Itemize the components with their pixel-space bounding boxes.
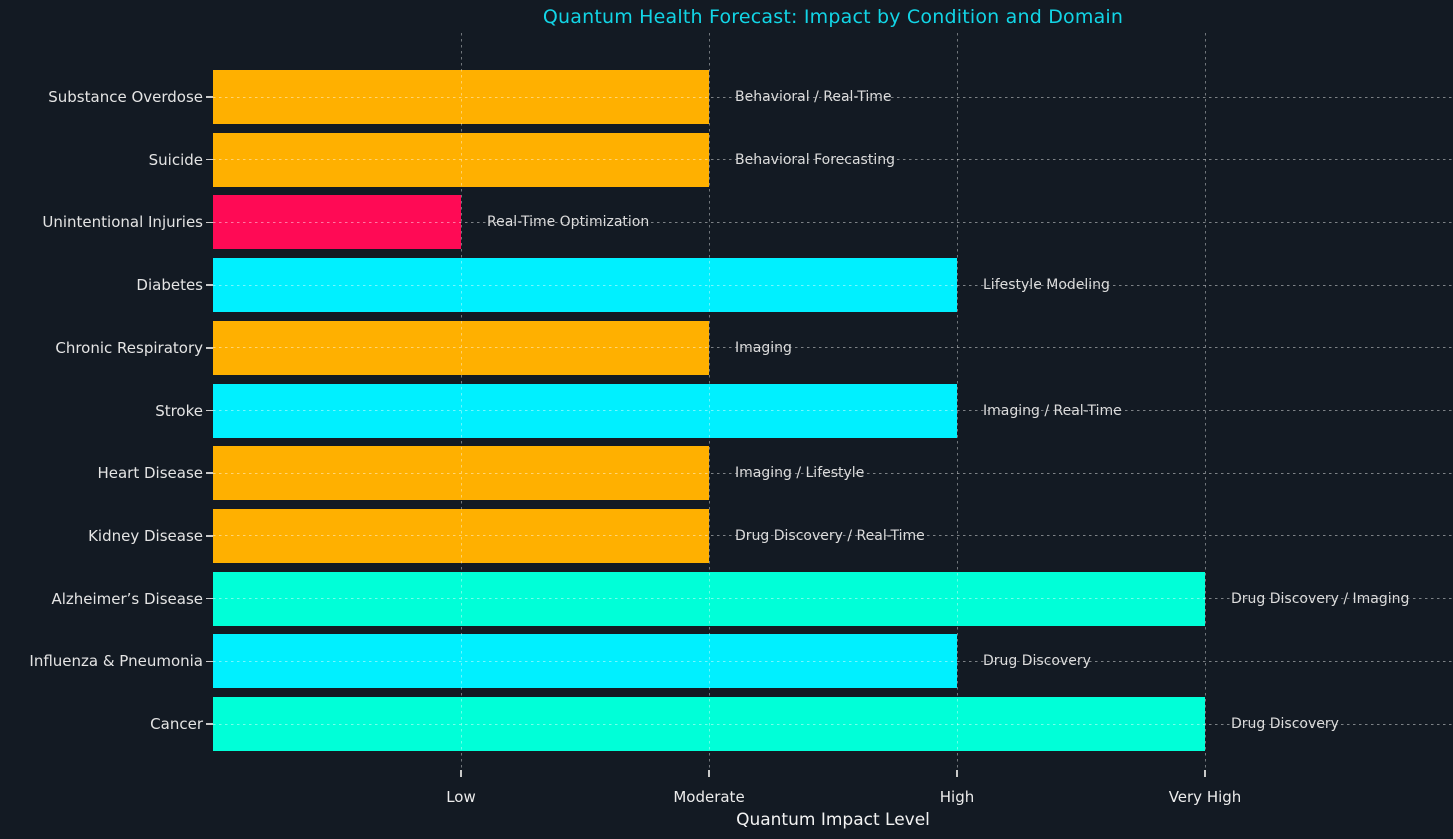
horizontal-gridline <box>213 598 1453 600</box>
y-tick-mark <box>206 96 213 98</box>
y-tick-mark <box>206 409 213 412</box>
y-tick-mark <box>206 284 213 286</box>
x-tick-label: High <box>939 788 975 806</box>
y-tick-mark <box>206 723 213 725</box>
category-label: Cancer <box>150 715 203 733</box>
bar-chronic-respiratory <box>213 320 709 375</box>
bar-diabetes <box>213 258 957 313</box>
category-label: Unintentional Injuries <box>42 213 203 232</box>
domain-annotation: Drug Discovery <box>1231 716 1339 732</box>
domain-annotation: Drug Discovery / Real-Time <box>735 527 925 544</box>
domain-annotation: Drug Discovery <box>983 653 1091 670</box>
bar-substance-overdose <box>213 70 709 124</box>
y-tick-mark <box>206 472 213 474</box>
domain-annotation: Drug Discovery / Imaging <box>1231 590 1410 607</box>
bar-kidney-disease <box>213 508 709 563</box>
category-label: Stroke <box>155 401 203 420</box>
horizontal-gridline <box>213 221 1453 223</box>
y-tick-mark <box>206 535 213 537</box>
domain-annotation: Imaging <box>735 339 792 356</box>
domain-annotation: Imaging / Real-Time <box>983 402 1122 419</box>
vertical-gridline <box>1204 33 1206 770</box>
horizontal-gridline <box>213 159 1453 161</box>
vertical-gridline <box>708 33 710 770</box>
x-tick-mark <box>956 770 958 777</box>
category-label: Kidney Disease <box>88 526 203 545</box>
vertical-gridline <box>956 33 958 770</box>
chart-title: Quantum Health Forecast: Impact by Condi… <box>542 6 1124 28</box>
y-tick-mark <box>206 660 213 663</box>
vertical-gridline <box>460 33 462 770</box>
category-label: Substance Overdose <box>48 88 203 106</box>
x-tick-mark <box>708 770 710 777</box>
x-tick-label: Low <box>446 788 476 806</box>
bar-heart-disease <box>213 446 709 501</box>
domain-annotation: Imaging / Lifestyle <box>735 465 865 482</box>
x-axis-label: Quantum Impact Level <box>736 810 930 830</box>
category-label: Heart Disease <box>97 464 203 483</box>
domain-annotation: Behavioral Forecasting <box>735 151 895 168</box>
y-tick-mark <box>206 221 213 224</box>
x-tick-label: Very High <box>1168 788 1242 806</box>
horizontal-gridline <box>213 535 1453 537</box>
horizontal-gridline <box>213 347 1453 349</box>
horizontal-gridline <box>213 96 1453 98</box>
y-tick-mark <box>206 158 213 161</box>
horizontal-gridline <box>213 723 1453 725</box>
x-tick-label: Moderate <box>673 788 745 806</box>
category-label: Chronic Respiratory <box>55 338 203 357</box>
horizontal-gridline <box>213 472 1453 474</box>
horizontal-gridline <box>213 284 1453 286</box>
bar-cancer <box>213 697 1205 751</box>
horizontal-gridline <box>213 410 1453 411</box>
bar-unintentional-injuries <box>213 195 461 250</box>
domain-annotation: Behavioral / Real-Time <box>735 89 892 105</box>
category-label: Influenza & Pneumonia <box>29 652 203 671</box>
bar-suicide <box>213 132 709 187</box>
bar-alzheimer-s-disease <box>213 571 1205 626</box>
x-tick-mark <box>1204 770 1206 777</box>
horizontal-gridline <box>213 660 1453 662</box>
category-label: Suicide <box>148 150 203 169</box>
bar-stroke <box>213 383 957 438</box>
x-tick-mark <box>460 770 462 777</box>
category-label: Alzheimer’s Disease <box>51 589 203 608</box>
category-label: Diabetes <box>136 276 203 295</box>
y-tick-mark <box>206 347 213 349</box>
bar-influenza-pneumonia <box>213 634 957 689</box>
domain-annotation: Real-Time Optimization <box>487 214 650 231</box>
y-tick-mark <box>206 597 213 600</box>
domain-annotation: Lifestyle Modeling <box>983 277 1110 294</box>
